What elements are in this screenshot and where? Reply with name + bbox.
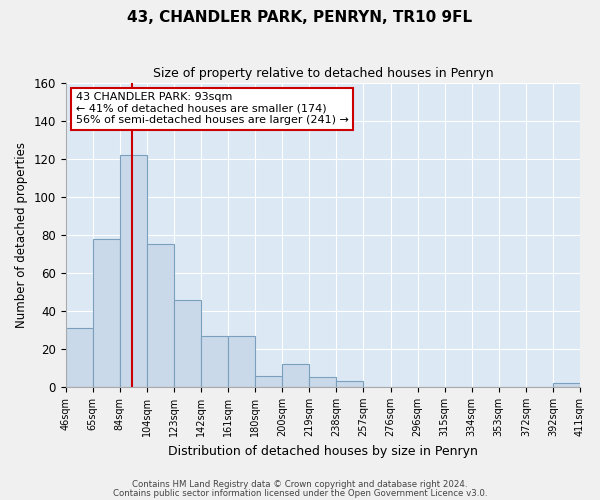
Bar (255, 376, 282, 387)
Bar (282, 364, 309, 387)
Bar (120, 155, 147, 387)
Bar (553, 383, 580, 387)
X-axis label: Distribution of detached houses by size in Penryn: Distribution of detached houses by size … (168, 444, 478, 458)
Bar (147, 244, 174, 387)
Text: 43, CHANDLER PARK, PENRYN, TR10 9FL: 43, CHANDLER PARK, PENRYN, TR10 9FL (127, 10, 473, 25)
Bar (174, 300, 201, 387)
Y-axis label: Number of detached properties: Number of detached properties (15, 142, 28, 328)
Bar (228, 336, 255, 387)
Title: Size of property relative to detached houses in Penryn: Size of property relative to detached ho… (152, 68, 493, 80)
Bar (93, 239, 120, 387)
Bar (65, 328, 93, 387)
Bar (201, 336, 228, 387)
Text: 43 CHANDLER PARK: 93sqm
← 41% of detached houses are smaller (174)
56% of semi-d: 43 CHANDLER PARK: 93sqm ← 41% of detache… (76, 92, 349, 126)
Text: Contains HM Land Registry data © Crown copyright and database right 2024.: Contains HM Land Registry data © Crown c… (132, 480, 468, 489)
Text: Contains public sector information licensed under the Open Government Licence v3: Contains public sector information licen… (113, 489, 487, 498)
Bar (309, 378, 337, 387)
Bar (337, 381, 364, 387)
